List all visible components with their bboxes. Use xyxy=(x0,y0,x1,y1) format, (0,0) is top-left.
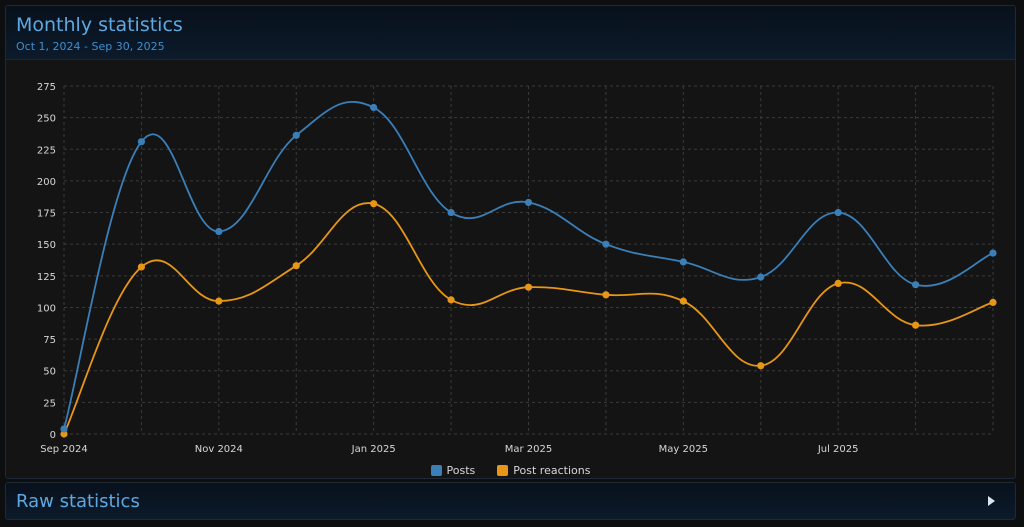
raw-statistics-toggle[interactable]: Raw statistics xyxy=(5,482,1016,520)
legend-item-posts[interactable]: Posts xyxy=(430,462,476,478)
data-point-posts xyxy=(447,208,455,217)
chevron-right-icon xyxy=(988,496,995,506)
data-point-post-reactions xyxy=(989,298,997,306)
page-title: Monthly statistics xyxy=(16,14,183,36)
y-tick-label: 225 xyxy=(37,145,56,156)
data-point-post-reactions xyxy=(524,283,533,291)
data-point-posts xyxy=(911,281,920,289)
data-point-posts xyxy=(602,240,610,248)
data-point-post-reactions xyxy=(137,263,146,271)
raw-statistics-title: Raw statistics xyxy=(16,490,140,512)
data-point-posts xyxy=(292,131,300,139)
x-tick-label: Mar 2025 xyxy=(505,444,553,455)
data-point-post-reactions xyxy=(215,297,223,305)
monthly-statistics-block: Monthly statistics Oct 1, 2024 - Sep 30,… xyxy=(5,5,1016,479)
data-point-posts xyxy=(989,249,997,257)
y-tick-label: 25 xyxy=(43,398,56,409)
legend-swatch-posts xyxy=(430,464,442,476)
block-header: Monthly statistics Oct 1, 2024 - Sep 30,… xyxy=(6,6,1015,60)
legend-label-post-reactions: Post reactions xyxy=(513,463,591,477)
x-tick-label: Jul 2025 xyxy=(817,444,859,455)
data-point-post-reactions xyxy=(679,297,687,305)
data-point-post-reactions xyxy=(60,430,68,438)
x-tick-label: May 2025 xyxy=(659,444,708,455)
chart-legend: Posts Post reactions xyxy=(6,462,1015,478)
y-tick-label: 75 xyxy=(43,335,56,346)
legend-label-posts: Posts xyxy=(446,463,476,477)
x-tick-label: Jan 2025 xyxy=(351,444,396,455)
y-tick-label: 100 xyxy=(37,303,56,314)
data-point-posts xyxy=(757,273,765,281)
legend-swatch-post-reactions xyxy=(497,464,509,476)
y-tick-label: 275 xyxy=(37,82,56,93)
y-tick-label: 150 xyxy=(37,240,56,251)
line-chart: 0 25 50 75 100 125 150 175 200 225 250 275 Sep 2024 N… xyxy=(37,82,997,455)
data-point-post-reactions xyxy=(757,362,765,370)
data-point-post-reactions xyxy=(447,296,455,304)
data-point-posts xyxy=(137,138,146,146)
y-tick-label: 200 xyxy=(37,177,56,188)
date-range: Oct 1, 2024 - Sep 30, 2025 xyxy=(16,40,165,53)
data-point-posts xyxy=(679,258,687,266)
data-point-posts xyxy=(215,227,223,236)
data-point-post-reactions xyxy=(292,262,300,270)
data-point-post-reactions xyxy=(834,279,842,288)
data-point-posts xyxy=(524,198,533,207)
legend-item-post-reactions[interactable]: Post reactions xyxy=(497,462,590,478)
data-point-post-reactions xyxy=(911,321,920,329)
data-point-posts xyxy=(834,208,842,217)
y-tick-label: 175 xyxy=(37,209,56,220)
y-tick-label: 50 xyxy=(43,367,56,378)
y-tick-label: 0 xyxy=(50,430,56,441)
x-tick-label: Sep 2024 xyxy=(40,444,87,455)
x-tick-label: Nov 2024 xyxy=(195,444,243,455)
series-line-posts xyxy=(63,101,994,430)
y-tick-label: 125 xyxy=(37,272,56,283)
chart-area: 0 25 50 75 100 125 150 175 200 225 250 275 Sep 2024 N… xyxy=(6,60,1015,478)
data-point-post-reactions xyxy=(370,200,378,208)
y-tick-label: 250 xyxy=(37,114,56,125)
data-point-post-reactions xyxy=(602,291,610,299)
data-point-posts xyxy=(60,425,68,433)
data-point-posts xyxy=(370,103,378,112)
